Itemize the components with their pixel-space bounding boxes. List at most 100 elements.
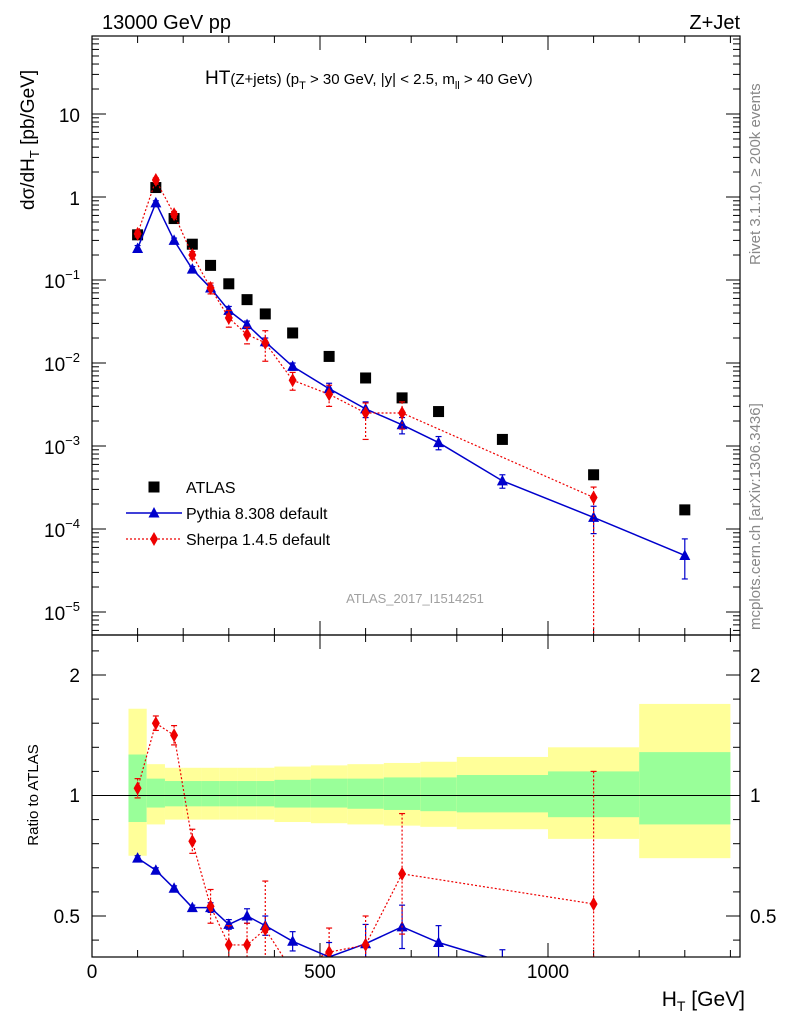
pythia-data-point <box>241 318 253 330</box>
energy-label: 13000 GeV pp <box>102 12 231 34</box>
atlas-data-point <box>223 278 235 290</box>
sherpa-data-point <box>151 173 160 188</box>
atlas-data-point <box>433 406 445 418</box>
main-y-tick-label: 10−5 <box>44 599 80 625</box>
atlas-data-point <box>150 182 162 194</box>
main-y-tick-label: 1 <box>69 189 80 210</box>
sherpa-ratio-point <box>589 896 598 911</box>
plot-title-cuts: > 30 GeV, |y| < 2.5, m <box>306 71 455 88</box>
pythia-data-point <box>223 304 235 315</box>
legend-label-pythia: Pythia 8.308 default <box>186 506 328 523</box>
x-tick-label: 500 <box>304 962 336 983</box>
pythia-data-point <box>150 196 162 208</box>
plot-title-rest: (Z+jets) (p <box>230 71 299 88</box>
atlas-data-point <box>259 308 271 320</box>
x-axis-title-sub: T <box>677 998 686 1014</box>
x-axis-title-main: H <box>662 988 677 1011</box>
sherpa-data-point <box>188 248 197 263</box>
atlas-data-point <box>205 259 217 271</box>
legend-marker-sherpa <box>150 532 158 546</box>
band-inner-segment <box>383 777 421 810</box>
main-y-axis-title-sub: T <box>27 150 42 158</box>
plot-title-sub-ll: ll <box>455 80 460 92</box>
pythia-ratio-point <box>241 910 253 921</box>
ratio-uncertainty-band <box>92 703 740 859</box>
sherpa-ratio-point <box>261 922 270 937</box>
main-y-axis-title-unit: [pb/GeV] <box>18 70 39 150</box>
main-y-tick-labels: 10 1 10−1 10−2 10−3 10−4 10−5 <box>44 106 80 625</box>
mcplots-label: mcplots.cern.ch [arXiv:1306.3436] <box>747 403 764 630</box>
pythia-data-point <box>186 263 198 274</box>
rivet-label: Rivet 3.1.10, ≥ 200k events <box>747 83 764 265</box>
sherpa-data-point <box>261 335 270 350</box>
pythia-ratio-point <box>433 936 445 948</box>
atlas-data-point <box>186 238 198 250</box>
sherpa-data-point <box>589 490 598 505</box>
pythia-data-point <box>396 418 408 430</box>
pythia-ratio-point <box>223 918 235 929</box>
plot-title-main: HT <box>205 68 231 89</box>
x-tick-labels: 0 500 1000 <box>87 962 569 983</box>
ratio-panel-frame <box>91 634 741 958</box>
x-tick-label: 1000 <box>527 962 569 983</box>
ratio-panel-data <box>132 715 598 957</box>
main-y-tick-label: 10 <box>59 106 80 127</box>
band-inner-segment <box>548 771 640 818</box>
sherpa-ratio-point <box>224 937 233 952</box>
atlas-data-point <box>496 433 508 445</box>
band-inner-segment <box>274 779 311 808</box>
sherpa-data-point <box>325 387 334 402</box>
pythia-data-point <box>132 242 144 253</box>
ratio-y-tick-labels: 0.5 1 2 0.5 1 2 <box>54 666 777 928</box>
band-inner-segment <box>146 778 165 808</box>
pythia-data-point <box>679 549 691 560</box>
legend-markers <box>126 481 182 546</box>
sherpa-ratio-point <box>361 937 370 952</box>
sherpa-ratio-point <box>188 834 197 849</box>
band-inner-segment <box>201 781 220 807</box>
pythia-ratio-point <box>287 935 299 946</box>
main-y-tick-label: 10−3 <box>44 433 80 459</box>
pythia-data-point <box>168 234 180 245</box>
main-y-tick-label: 10−2 <box>44 350 80 376</box>
sherpa-data-point <box>243 327 252 342</box>
main-y-tick-label: 10−1 <box>44 267 80 293</box>
ratio-y-tick-label-right: 0.5 <box>750 907 776 928</box>
ratio-y-tick-label: 0.5 <box>54 907 80 928</box>
band-inner-segment <box>237 781 257 807</box>
sherpa-data-point <box>398 405 407 420</box>
main-y-tick-label: 10−4 <box>44 516 80 542</box>
pythia-ratio-point <box>150 864 162 875</box>
legend-marker-atlas <box>148 481 160 493</box>
x-axis-title: HT [GeV] <box>662 988 745 1014</box>
main-y-axis-title: dσ/dHT [pb/GeV] <box>18 70 42 210</box>
main-y-axis-title-main: dσ/dH <box>18 158 39 210</box>
pythia-line <box>136 201 686 557</box>
atlas-data-point <box>588 469 600 481</box>
x-axis-title-unit: [GeV] <box>685 988 745 1011</box>
data-layer <box>132 173 691 957</box>
atlas-data-point <box>287 327 299 339</box>
sherpa-data-point <box>288 373 297 388</box>
sherpa-ratio-point <box>398 866 407 881</box>
x-tick-label: 0 <box>87 962 98 983</box>
plot-title-end: > 40 GeV) <box>460 71 533 88</box>
plot-title: HT(Z+jets) (pT > 30 GeV, |y| < 2.5, mll … <box>205 68 533 92</box>
process-label: Z+Jet <box>689 12 740 34</box>
band-inner-segment <box>456 775 548 813</box>
atlas-data-point <box>323 350 335 362</box>
band-inner-segment <box>219 781 238 807</box>
atlas-data-point <box>360 372 372 384</box>
ratio-series-sherpa <box>133 715 598 957</box>
ratio-y-tick-label-right: 2 <box>750 666 761 687</box>
sherpa-ratio-point <box>151 716 160 731</box>
sherpa-ratio-point <box>325 945 334 957</box>
band-inner-segment <box>347 778 384 809</box>
sherpa-data-point <box>224 310 233 325</box>
sherpa-data-point <box>170 207 179 222</box>
sherpa-data-point <box>361 405 370 420</box>
pythia-ratio-point <box>186 901 198 913</box>
plot-title-sub-t: T <box>299 80 306 92</box>
analysis-id-label: ATLAS_2017_I1514251 <box>346 591 484 606</box>
